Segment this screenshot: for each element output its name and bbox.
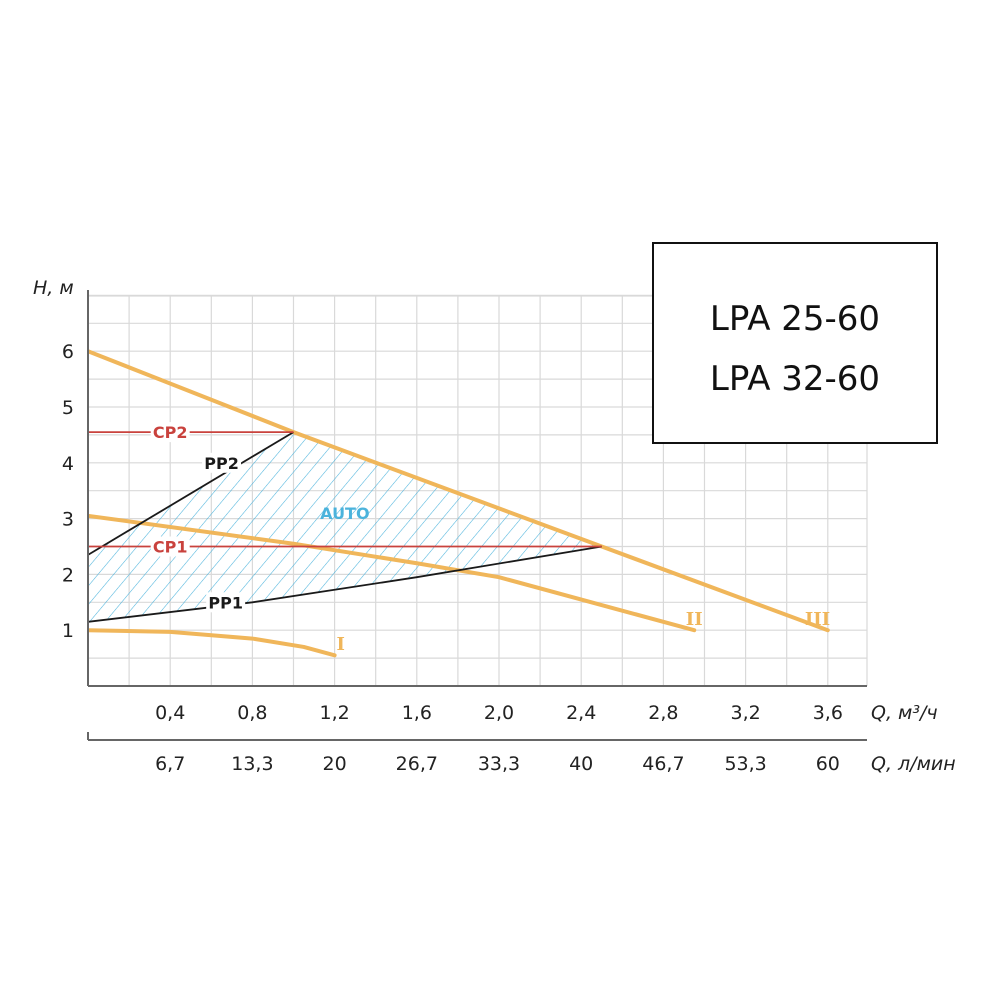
- label-bg-pp1: [206, 592, 246, 613]
- x-tick-label: 2,0: [484, 702, 514, 724]
- y-tick-label: 5: [62, 397, 74, 419]
- x2-tick-label: 13,3: [231, 753, 273, 775]
- series-line-iii: [88, 349, 830, 633]
- x2-tick-label: 6,7: [155, 753, 185, 775]
- label-iii: III: [805, 609, 830, 630]
- title-line-1: LPA 25-60: [710, 299, 880, 339]
- x-tick-label: 3,2: [730, 702, 760, 724]
- auto-hatch: [88, 432, 602, 622]
- series-line-pp2: [88, 431, 294, 556]
- x2-axis-label: Q, л/мин: [871, 753, 956, 775]
- x-tick-label: 2,4: [566, 702, 596, 724]
- x2-tick-label: 53,3: [724, 753, 766, 775]
- label-cp1: CP1: [153, 538, 188, 557]
- x2-tick-label: 20: [323, 753, 347, 775]
- x2-tick-label: 26,7: [396, 753, 438, 775]
- axes: 1 2 3 4 5 6 H, м 0,4 0,8 1,2 1,6 2,0 2,4 2,8 3,2 3,6 6,7…: [33, 277, 956, 775]
- x-tick-label: 0,4: [155, 702, 185, 724]
- x-tick-label: 3,6: [813, 702, 843, 724]
- label-pp2: PP2: [204, 454, 239, 473]
- x-tick-label: 2,8: [648, 702, 678, 724]
- series-line-i: [88, 628, 337, 658]
- y-tick-label: 6: [62, 341, 74, 363]
- title-box-frame: [652, 242, 938, 444]
- label-cp2: CP2: [153, 423, 188, 442]
- x2-tick-label: 33,3: [478, 753, 520, 775]
- label-auto: AUTO: [320, 504, 369, 523]
- y-tick-label: 3: [62, 509, 74, 531]
- y-axis-label: H, м: [33, 277, 74, 299]
- x2-tick-label: 46,7: [642, 753, 684, 775]
- y-tick-label: 4: [62, 453, 74, 475]
- title-line-2: LPA 32-60: [710, 359, 880, 399]
- label-bg-cp1: [150, 536, 190, 557]
- series-line-pp1: [88, 545, 602, 623]
- label-i: I: [337, 634, 345, 655]
- y-tick-label: 2: [62, 564, 74, 586]
- x-tick-label: 0,8: [237, 702, 267, 724]
- label-bg-pp2: [202, 452, 242, 473]
- y-tick-label: 1: [62, 620, 74, 642]
- x2-tick-label: 40: [569, 753, 593, 775]
- label-bg-cp2: [150, 422, 190, 443]
- label-pp1: PP1: [208, 593, 243, 612]
- title-box: LPA 25-60 LPA 32-60: [652, 242, 938, 444]
- series-line-ii: [88, 513, 697, 633]
- x-tick-label: 1,2: [319, 702, 349, 724]
- x-axis-label: Q, м³/ч: [871, 702, 938, 724]
- x2-tick-label: 60: [816, 753, 840, 775]
- auto-region: [88, 432, 602, 622]
- x-tick-label: 1,6: [402, 702, 432, 724]
- label-ii: II: [686, 609, 703, 630]
